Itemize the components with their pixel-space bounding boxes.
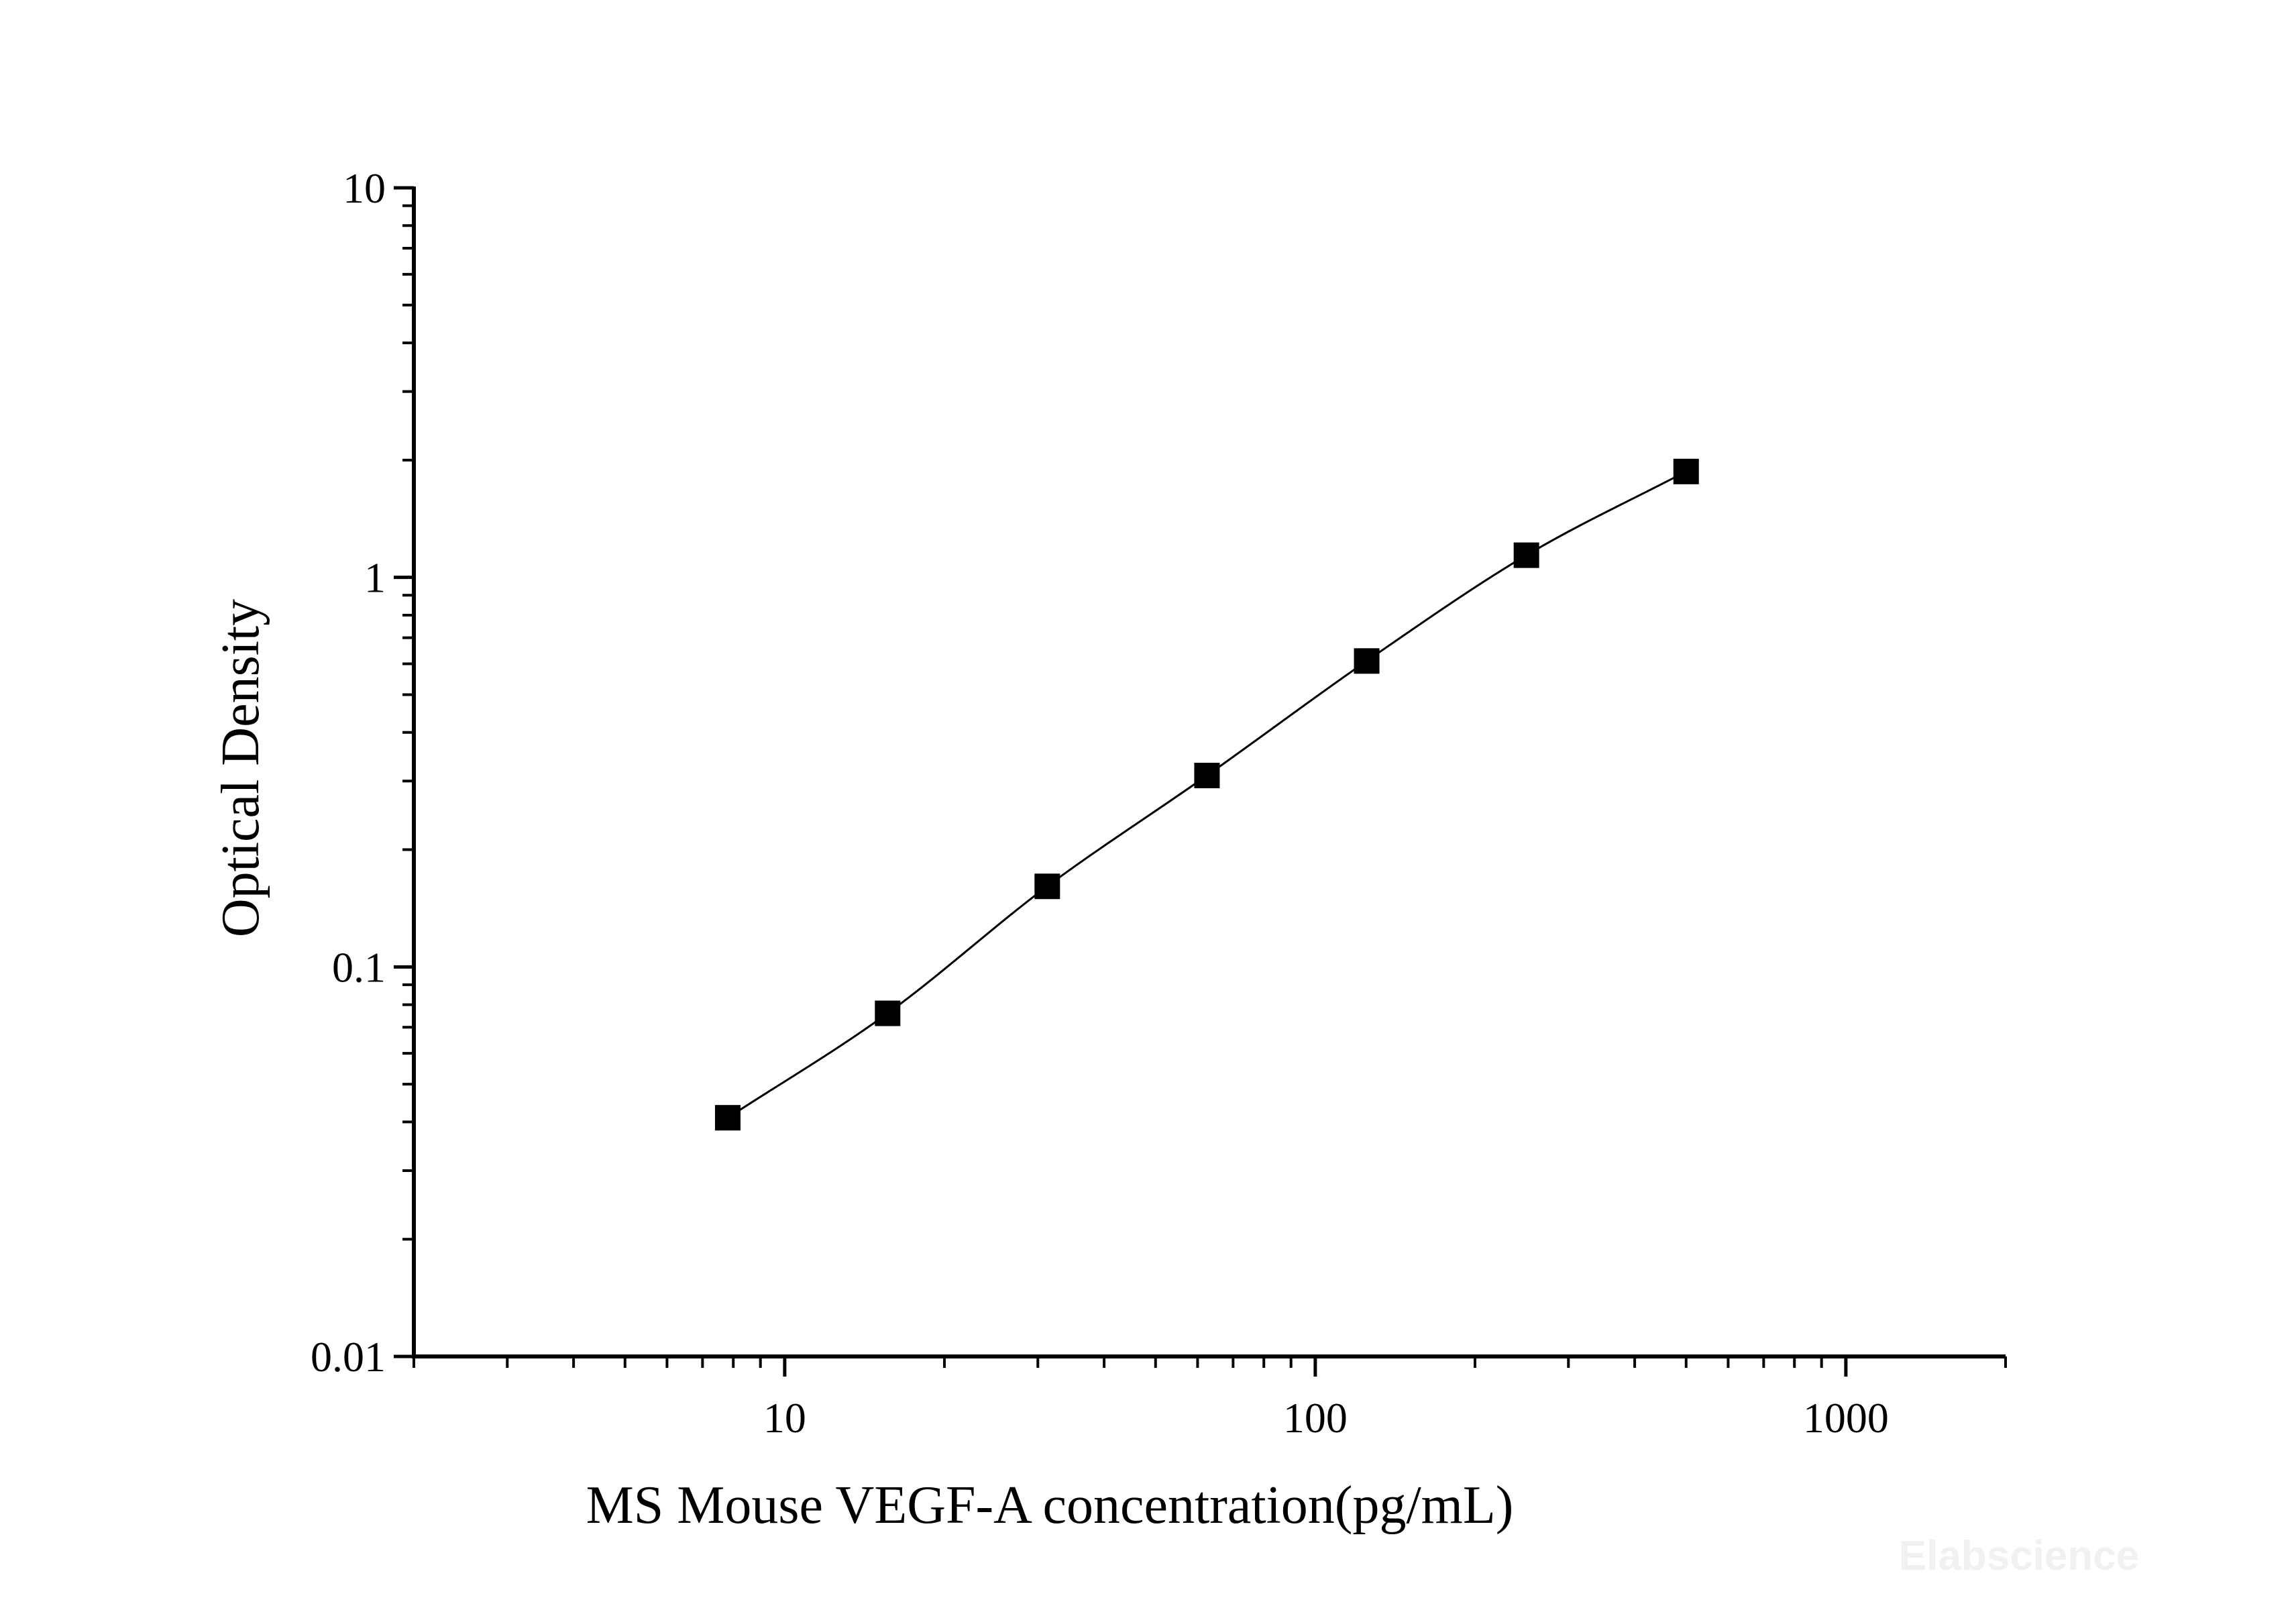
data-point (714, 1105, 741, 1131)
x-axis-title: MS Mouse VEGF-A concentration(pg/mL) (586, 1476, 1514, 1535)
axes (412, 186, 2006, 1358)
data-point (875, 1000, 901, 1026)
data-point (1513, 542, 1539, 568)
tick-labels: 10 100 1000 0.01 0.1 1 10 (311, 164, 1889, 1442)
y-tick-label: 1 (364, 554, 386, 602)
data-point (1354, 648, 1380, 674)
x-tick-label: 1000 (1803, 1394, 1889, 1442)
fit-curve (727, 470, 1687, 1119)
y-tick-label: 10 (343, 164, 386, 212)
x-tick-label: 100 (1283, 1394, 1348, 1442)
data-point (1194, 763, 1220, 789)
data-point (1034, 873, 1060, 900)
watermark: Elabscience (1899, 1533, 2139, 1579)
y-tick-label: 0.01 (311, 1333, 386, 1381)
y-axis-title: Optical Density (211, 599, 270, 937)
y-tick-label: 0.1 (332, 943, 386, 991)
data-point (1673, 458, 1699, 484)
data-points (714, 458, 1699, 1131)
ticks (394, 186, 2007, 1377)
x-tick-label: 10 (763, 1394, 806, 1442)
